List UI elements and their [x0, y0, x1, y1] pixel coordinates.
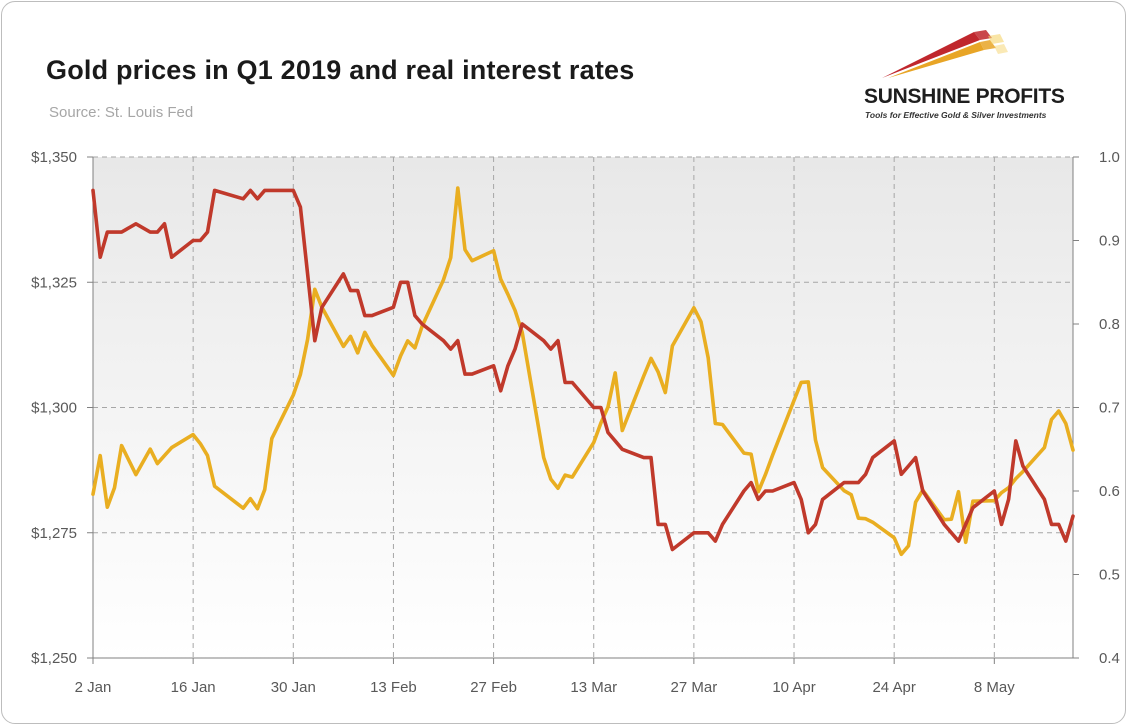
chart-source: Source: St. Louis Fed: [49, 104, 194, 121]
sunshine-profits-logo: SUNSHINE PROFITS Tools for Effective Gol…: [862, 26, 1076, 122]
right-axis-label: 0.5: [1099, 567, 1120, 584]
x-axis-label: 13 Mar: [570, 679, 617, 696]
left-axis-label: $1,325: [31, 274, 77, 291]
x-axis-label: 24 Apr: [872, 679, 915, 696]
axes: [87, 156, 1079, 664]
logo-name: SUNSHINE PROFITS: [864, 85, 1065, 108]
x-axis-label: 13 Feb: [370, 679, 417, 696]
x-axis-label: 16 Jan: [171, 679, 216, 696]
real-interest-rate-line: [91, 188, 1075, 552]
gold-price-line: [91, 186, 1075, 557]
x-axis-label: 2 Jan: [75, 679, 112, 696]
right-axis-label: 0.4: [1099, 650, 1120, 667]
right-axis-label: 0.7: [1099, 400, 1120, 417]
x-axis-label: 30 Jan: [271, 679, 316, 696]
tick-labels: $1,250 $1,275 $1,300 $1,325 $1,350 2 Jan 16 Ja…: [31, 149, 1120, 696]
x-axis-label: 8 May: [974, 679, 1015, 696]
gridlines: [93, 156, 1073, 658]
x-axis-label: 27 Mar: [671, 679, 718, 696]
left-axis-label: $1,300: [31, 400, 77, 417]
x-axis-label: 27 Feb: [470, 679, 517, 696]
right-axis-label: 0.8: [1099, 316, 1120, 333]
left-axis-label: $1,350: [31, 149, 77, 166]
chart-title: Gold prices in Q1 2019 and real interest…: [46, 55, 635, 85]
right-axis-label: 1.0: [1099, 149, 1120, 166]
x-axis-label: 10 Apr: [772, 679, 815, 696]
right-axis-label: 0.9: [1099, 233, 1120, 250]
left-axis-label: $1,250: [31, 650, 77, 667]
right-axis-label: 0.6: [1099, 483, 1120, 500]
logo-tagline: Tools for Effective Gold & Silver Invest…: [865, 110, 1047, 120]
left-axis-label: $1,275: [31, 525, 77, 542]
series-lines: [91, 186, 1075, 557]
logo-arrows-icon: [882, 30, 1008, 78]
